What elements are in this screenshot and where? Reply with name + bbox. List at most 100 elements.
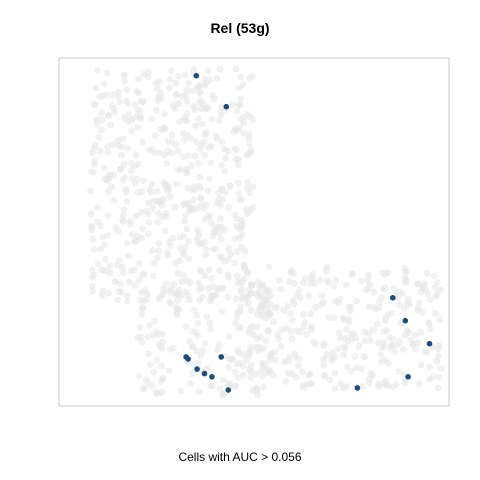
background-cell-point [244, 184, 252, 192]
background-cell-point [192, 138, 200, 146]
background-cell-point [433, 357, 441, 365]
background-cell-point [239, 362, 247, 370]
background-cell-point [331, 385, 339, 392]
background-cell-point [383, 326, 390, 334]
background-cell-point [199, 293, 207, 301]
background-cell-point [144, 378, 152, 386]
background-cell-point [232, 383, 239, 390]
background-cell-point [179, 153, 187, 161]
background-cell-point [109, 140, 116, 148]
background-cell-point [93, 204, 101, 211]
background-cell-point [228, 355, 235, 363]
background-cell-point [213, 135, 221, 143]
background-cell-point [174, 147, 182, 155]
background-cell-point [96, 147, 104, 155]
background-cell-point [393, 341, 401, 349]
background-cell-point [120, 212, 127, 220]
background-cell-point [401, 279, 409, 286]
background-cell-point [390, 285, 398, 292]
background-cell-point [171, 203, 179, 211]
background-cell-point [330, 314, 338, 322]
background-cell-point [150, 260, 158, 267]
background-cell-point [342, 281, 350, 289]
background-cell-point [200, 138, 208, 146]
background-cell-point [139, 304, 147, 311]
background-cell-point [215, 195, 223, 203]
background-cell-point [116, 280, 124, 288]
background-cell-point [92, 84, 100, 92]
background-cell-point [140, 270, 148, 278]
background-cell-point [336, 295, 344, 303]
background-cell-point [158, 362, 166, 370]
background-cell-point [168, 67, 176, 75]
highlighted-cell-point [185, 356, 191, 362]
background-cell-point [111, 108, 118, 116]
background-cell-point [196, 240, 204, 248]
background-cell-point [245, 329, 253, 337]
background-cell-point [230, 128, 238, 136]
background-cell-point [122, 185, 130, 193]
background-cell-point [277, 285, 285, 293]
background-cell-point [160, 195, 167, 203]
background-cell-point [436, 316, 444, 323]
background-cell-point [190, 360, 198, 368]
background-cell-point [222, 154, 229, 162]
background-cell-point [134, 106, 141, 114]
background-cell-point [212, 245, 219, 253]
background-cell-point [197, 194, 205, 202]
background-cell-point [233, 272, 241, 280]
background-cell-point [188, 328, 196, 335]
background-cell-point [140, 297, 148, 304]
background-cell-point [135, 372, 143, 380]
background-cell-point [225, 245, 233, 253]
background-cell-point [207, 382, 215, 390]
background-cell-point [213, 75, 221, 82]
background-cell-point [224, 271, 232, 279]
background-cell-point [118, 263, 126, 271]
background-cell-point [245, 349, 253, 356]
background-cell-point [402, 268, 410, 276]
background-cell-point [170, 102, 177, 109]
background-cell-point [435, 373, 443, 381]
background-cell-point [170, 281, 178, 289]
background-cell-point [131, 266, 139, 274]
background-cell-point [235, 190, 243, 197]
background-cell-point [320, 355, 328, 363]
background-cell-point [154, 254, 161, 262]
background-cell-point [206, 175, 213, 183]
background-cell-point [173, 90, 181, 98]
background-cell-point [418, 309, 426, 316]
background-cell-point [126, 217, 134, 225]
background-cell-point [152, 106, 160, 114]
background-cell-point [253, 323, 261, 330]
background-cell-point [409, 341, 417, 348]
background-cell-point [244, 111, 252, 118]
background-cell-point [421, 280, 429, 288]
background-cell-point [288, 335, 296, 343]
background-cell-point [252, 370, 260, 378]
background-cell-point [260, 345, 268, 352]
background-cell-point [325, 313, 332, 321]
background-cell-point [105, 188, 112, 196]
background-cell-point [155, 341, 163, 348]
background-cell-point [241, 265, 249, 272]
background-cell-point [346, 307, 354, 315]
background-cell-point [207, 325, 215, 333]
background-cell-point [125, 110, 132, 118]
background-cell-point [288, 316, 296, 324]
background-cell-point [241, 247, 249, 255]
background-cell-point [164, 251, 172, 259]
background-cell-point [150, 368, 158, 376]
background-cell-point [266, 353, 273, 361]
background-cell-point [185, 79, 192, 87]
background-cell-point [293, 327, 301, 334]
background-cell-point [120, 206, 128, 214]
background-cell-point [401, 305, 408, 313]
background-cell-point [401, 379, 409, 386]
background-cell-point [414, 304, 422, 312]
background-cell-point [323, 277, 331, 285]
background-cell-point [332, 276, 339, 284]
background-cell-point [178, 278, 186, 286]
background-cell-point [374, 339, 382, 347]
background-cell-point [240, 129, 248, 137]
